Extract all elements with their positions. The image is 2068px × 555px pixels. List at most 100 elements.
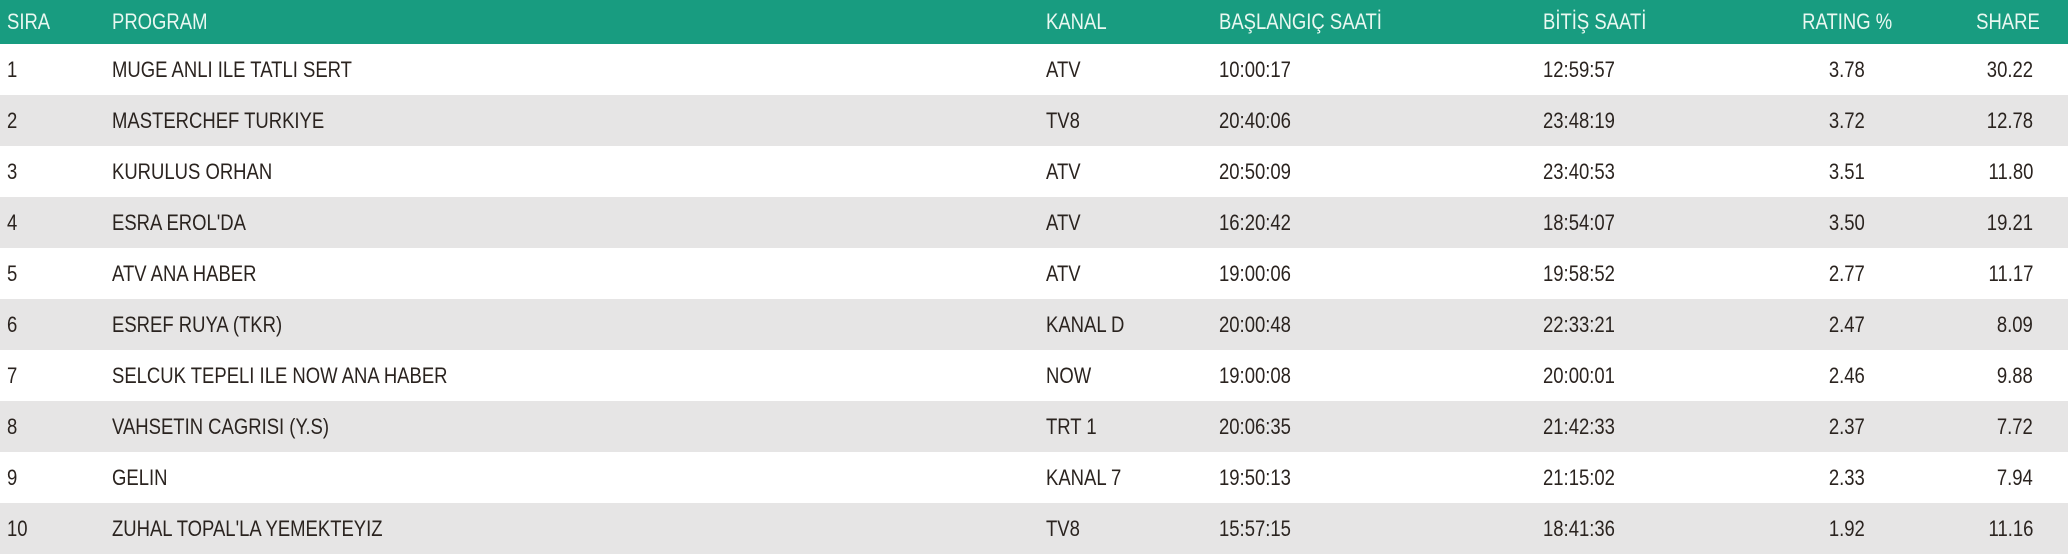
program-name-cell: MASTERCHEF TURKIYE [112,95,365,146]
program-name-cell: ATV ANA HABER [112,248,284,299]
rank: 8 [7,413,18,439]
rank: 1 [7,56,18,82]
channel-cell: ATV [1046,248,1087,299]
program-name: VAHSETIN CAGRISI (Y.S) [112,413,330,439]
rank: 7 [7,362,18,388]
rank-cell: 1 [7,44,19,95]
channel: TV8 [1046,107,1080,133]
rank-cell: 4 [7,197,19,248]
rank-cell: 6 [7,299,19,350]
rank: 3 [7,158,18,184]
share-value-cell: 8.09 [1990,299,2033,350]
rank: 2 [7,107,18,133]
end-time-cell: 20:00:01 [1543,350,1629,401]
end-time: 21:42:33 [1543,413,1615,439]
start-time-cell: 20:40:06 [1219,95,1305,146]
channel-cell: KANAL D [1046,299,1139,350]
table-row: 9 GELIN KANAL 7 19:50:13 21:15:02 2.33 7.94 [0,452,2068,503]
rating-value: 3.72 [1829,107,1865,133]
header-start-time[interactable]: BAŞLANGIÇ SAATİ [1219,9,1382,34]
rating-value-cell: 1.92 [1822,503,1865,554]
share-value-cell: 30.22 [1978,44,2033,95]
end-time-cell: 18:41:36 [1543,503,1629,554]
rating-value: 2.47 [1829,311,1865,337]
share-value: 8.09 [1997,311,2033,337]
start-time: 19:50:13 [1219,464,1291,490]
end-time-cell: 19:58:52 [1543,248,1629,299]
share-value: 11.17 [1988,260,2033,286]
rank: 5 [7,260,18,286]
channel-cell: ATV [1046,44,1087,95]
share-value: 7.72 [1997,413,2033,439]
header-end-time[interactable]: BİTİŞ SAATİ [1543,9,1647,34]
program-name: GELIN [112,464,168,490]
rank: 9 [7,464,18,490]
share-value: 30.22 [1986,56,2033,82]
channel: KANAL D [1046,311,1125,337]
header-rating[interactable]: RATING % [1801,9,1892,34]
header-program[interactable]: PROGRAM [112,9,208,34]
end-time-cell: 21:42:33 [1543,401,1629,452]
channel-cell: TRT 1 [1046,401,1106,452]
header-share[interactable]: SHARE [1976,9,2040,34]
rank-cell: 7 [7,350,19,401]
channel: TV8 [1046,515,1080,541]
program-name-cell: ESRA EROL'DA [112,197,271,248]
channel: TRT 1 [1046,413,1097,439]
share-value: 7.94 [1997,464,2033,490]
share-value-cell: 19.21 [1978,197,2033,248]
rank-cell: 3 [7,146,19,197]
header-kanal[interactable]: KANAL [1046,9,1107,34]
share-value: 12.78 [1986,107,2033,133]
rating-value-cell: 3.50 [1822,197,1865,248]
channel-cell: TV8 [1046,95,1086,146]
program-name: ESRA EROL'DA [112,209,246,235]
end-time-cell: 23:48:19 [1543,95,1629,146]
start-time: 19:00:06 [1219,260,1291,286]
rating-value: 2.77 [1829,260,1865,286]
table-row: 4 ESRA EROL'DA ATV 16:20:42 18:54:07 3.50 19.2… [0,197,2068,248]
program-name-cell: SELCUK TEPELI ILE NOW ANA HABER [112,350,511,401]
program-name-cell: ESREF RUYA (TKR) [112,299,315,350]
channel-cell: NOW [1046,350,1100,401]
start-time: 20:50:09 [1219,158,1291,184]
end-time: 22:33:21 [1543,311,1615,337]
start-time-cell: 19:50:13 [1219,452,1305,503]
program-name: SELCUK TEPELI ILE NOW ANA HABER [112,362,448,388]
start-time-cell: 20:06:35 [1219,401,1305,452]
rank: 10 [7,515,28,541]
rank-cell: 9 [7,452,19,503]
table-row: 10 ZUHAL TOPAL'LA YEMEKTEYIZ TV8 15:57:15 18… [0,503,2068,554]
table-header: SIRA PROGRAM KANAL BAŞLANGIÇ SAATİ BİTİŞ… [0,0,2068,44]
program-name: ATV ANA HABER [112,260,257,286]
start-time-cell: 16:20:42 [1219,197,1305,248]
program-name-cell: GELIN [112,452,178,503]
program-name: ZUHAL TOPAL'LA YEMEKTEYIZ [112,515,383,541]
start-time: 20:06:35 [1219,413,1291,439]
channel: ATV [1046,209,1081,235]
rating-value-cell: 3.72 [1822,95,1865,146]
rating-value-cell: 3.51 [1822,146,1865,197]
start-time-cell: 20:00:48 [1219,299,1305,350]
start-time-cell: 19:00:08 [1219,350,1305,401]
program-name: MUGE ANLI ILE TATLI SERT [112,56,352,82]
channel: NOW [1046,362,1092,388]
rank-cell: 10 [7,503,31,554]
header-sira[interactable]: SIRA [7,9,51,34]
program-name-cell: VAHSETIN CAGRISI (Y.S) [112,401,370,452]
program-name-cell: KURULUS ORHAN [112,146,303,197]
channel: KANAL 7 [1046,464,1122,490]
share-value: 11.80 [1988,158,2033,184]
rating-value-cell: 2.37 [1822,401,1865,452]
rating-value: 3.78 [1829,56,1865,82]
share-value-cell: 11.17 [1980,248,2033,299]
table-row: 1 MUGE ANLI ILE TATLI SERT ATV 10:00:17 12:5… [0,44,2068,95]
share-value: 9.88 [1997,362,2033,388]
start-time: 20:40:06 [1219,107,1291,133]
rating-value-cell: 2.77 [1822,248,1865,299]
table-row: 3 KURULUS ORHAN ATV 20:50:09 23:40:53 3.51 11.… [0,146,2068,197]
program-name: ESREF RUYA (TKR) [112,311,283,337]
program-name: MASTERCHEF TURKIYE [112,107,325,133]
rating-value-cell: 2.46 [1822,350,1865,401]
